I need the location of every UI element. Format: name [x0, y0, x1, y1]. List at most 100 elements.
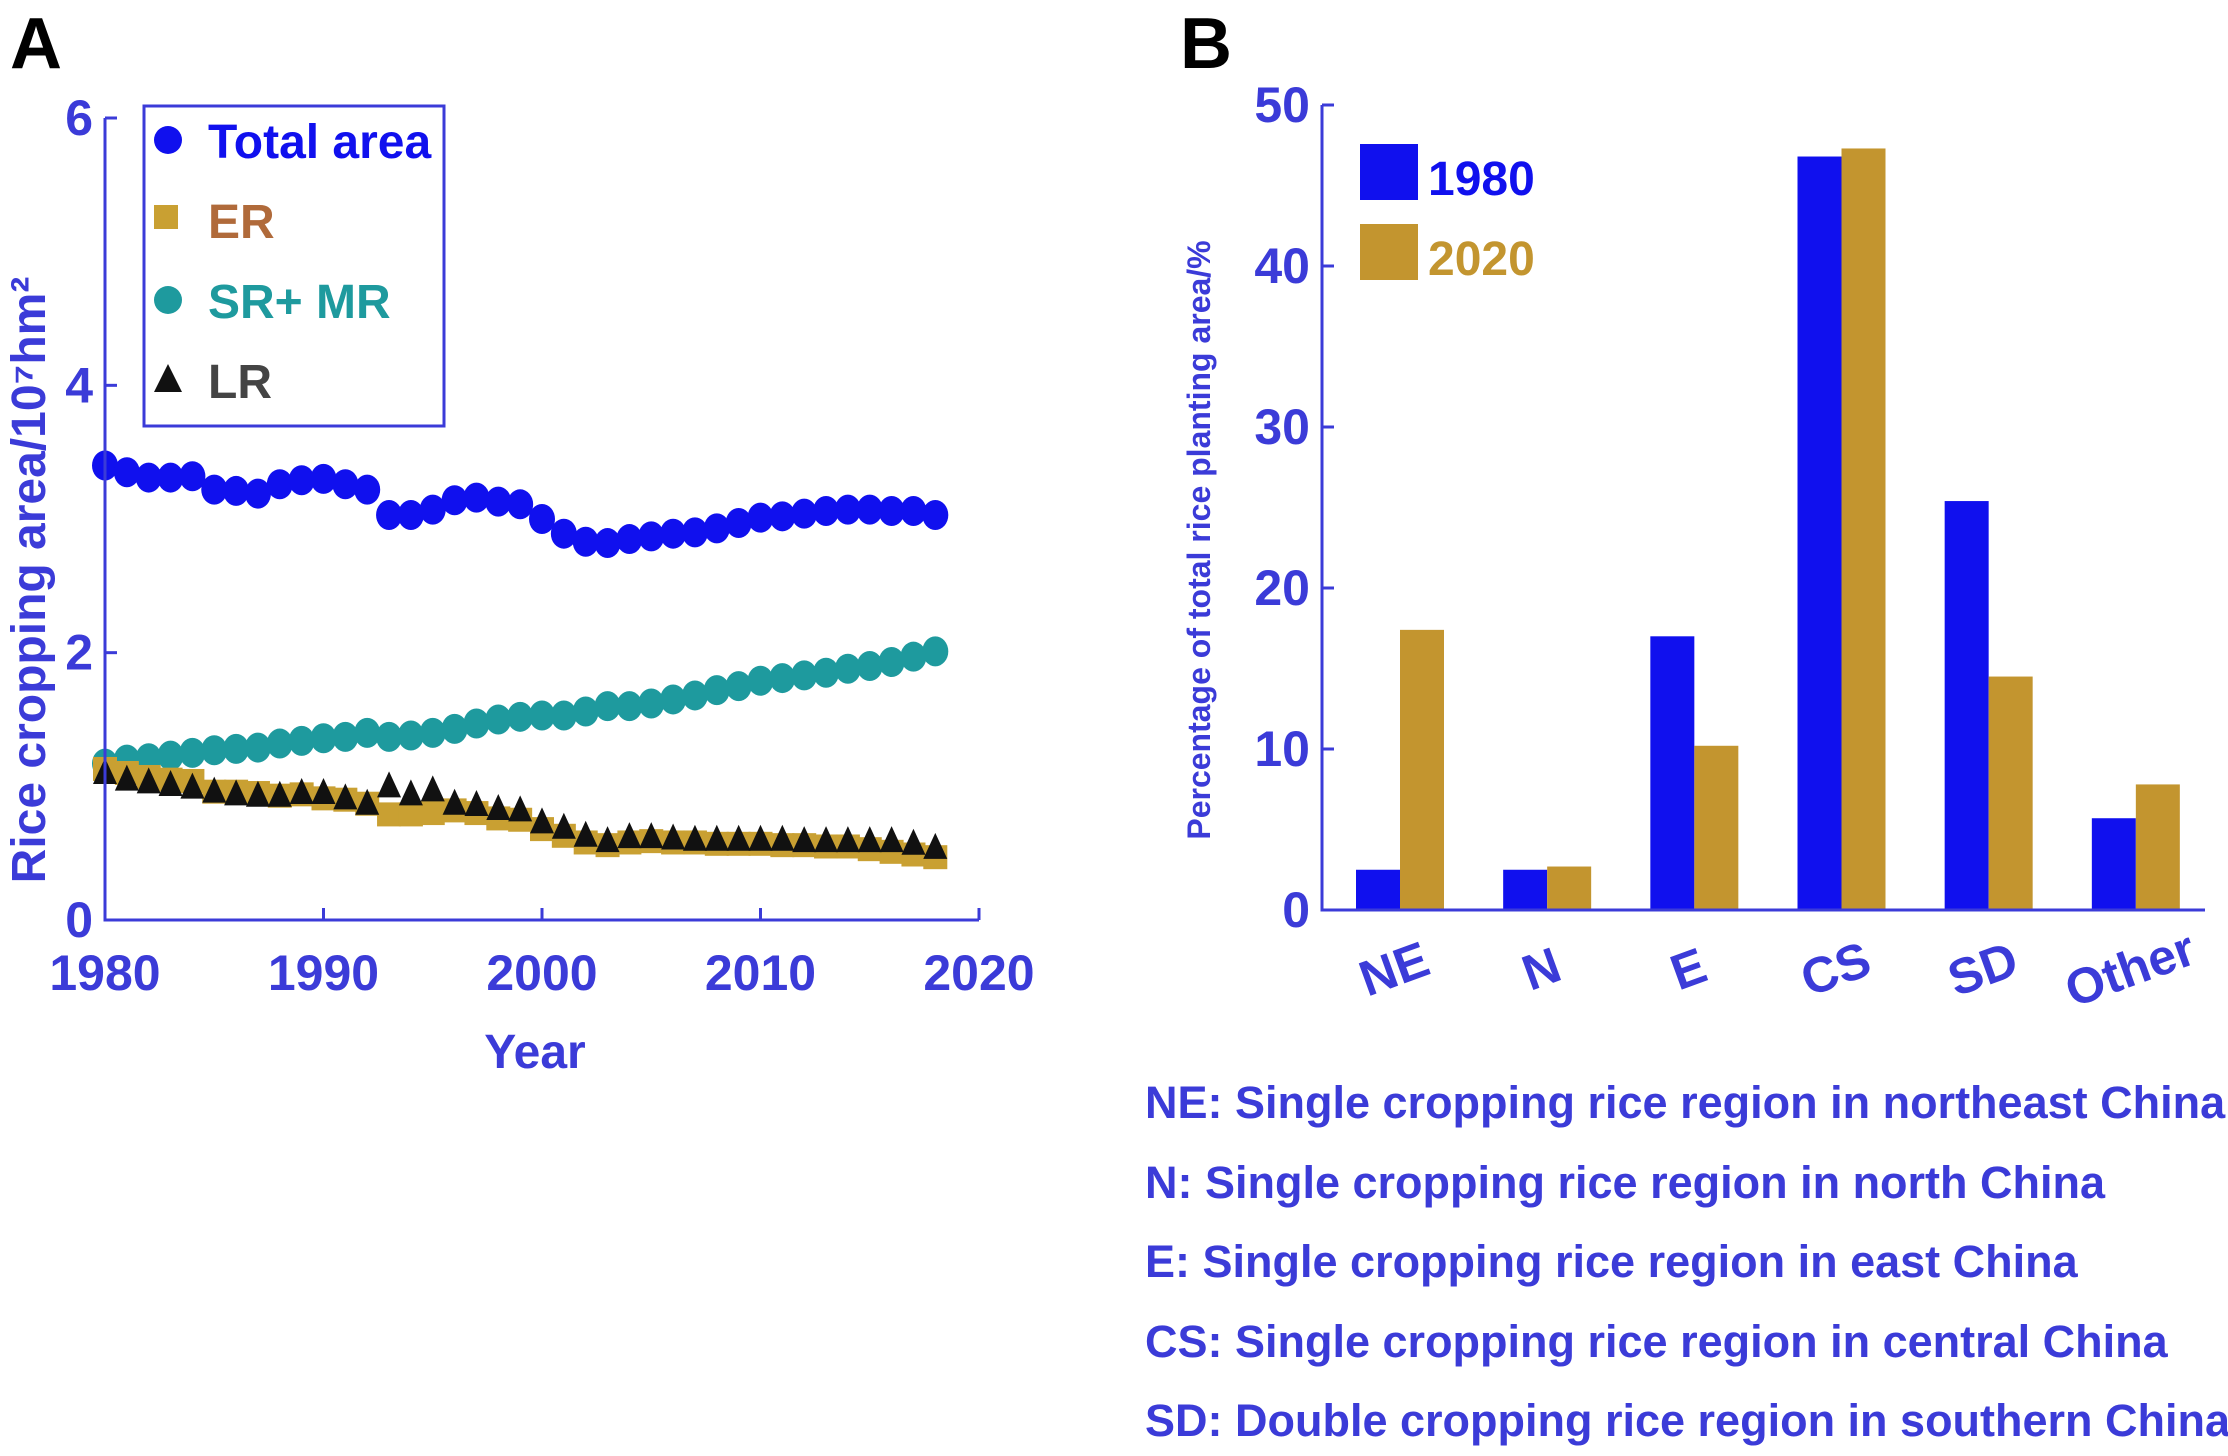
point-lr: [289, 778, 314, 805]
point-sr-mr: [463, 708, 490, 739]
chart-a-x-axis-title: Year: [484, 1026, 585, 1079]
point-total: [813, 495, 840, 526]
point-lr: [879, 826, 904, 853]
point-total: [900, 495, 927, 526]
point-sr-mr: [791, 660, 818, 691]
point-sr-mr: [769, 663, 796, 694]
point-sr-mr: [485, 704, 512, 735]
category-label: SD: [1941, 931, 2025, 1007]
point-total: [113, 457, 140, 488]
point-sr-mr: [266, 728, 293, 759]
point-total: [638, 521, 665, 552]
point-lr: [857, 826, 882, 853]
point-sr-mr: [616, 691, 643, 722]
x-tick-label: 1990: [268, 945, 379, 1001]
legend-marker-sr-mr: [154, 286, 182, 314]
point-total: [201, 474, 228, 505]
y-tick-label: 4: [65, 357, 93, 413]
point-sr-mr: [376, 721, 403, 752]
bar-other-1980: [2091, 818, 2136, 910]
x-tick-label: 2010: [705, 945, 816, 1001]
point-total: [397, 499, 424, 530]
point-sr-mr: [244, 732, 271, 763]
point-total: [725, 508, 752, 539]
x-tick-label: 1980: [49, 945, 160, 1001]
point-lr: [901, 828, 926, 855]
point-sr-mr: [397, 720, 424, 751]
panel-label-b: B: [1180, 4, 1232, 84]
legend-marker-lr: [154, 364, 182, 392]
point-total: [572, 526, 599, 557]
y-tick-label: 0: [1282, 882, 1310, 938]
legend-marker-er: [154, 205, 178, 229]
y-tick-label: 40: [1254, 238, 1310, 294]
abbreviation-e: E: Single cropping rice region in east C…: [1145, 1236, 2079, 1287]
point-total: [463, 482, 490, 513]
point-lr: [202, 776, 227, 803]
point-lr: [726, 824, 751, 851]
point-lr: [224, 779, 249, 806]
point-sr-mr: [572, 696, 599, 727]
point-total: [244, 478, 271, 509]
point-lr: [682, 824, 707, 851]
point-sr-mr: [856, 651, 883, 682]
bar-e-2020: [1694, 745, 1739, 910]
point-lr: [639, 822, 664, 849]
point-sr-mr: [419, 717, 446, 748]
point-total: [834, 494, 861, 525]
x-tick-label: 2020: [923, 945, 1034, 1001]
point-lr: [595, 826, 620, 853]
y-tick-label: 20: [1254, 560, 1310, 616]
abbreviation-cs: CS: Single cropping rice region in centr…: [1145, 1316, 2169, 1367]
legend-label-2020: 2020: [1428, 233, 1535, 286]
point-total: [507, 489, 534, 520]
point-total: [769, 501, 796, 532]
legend-marker-total: [154, 126, 182, 154]
point-lr: [114, 764, 139, 791]
chart-a-legend: Total area ER SR+ MR LR: [142, 104, 446, 428]
scatter-marks: [92, 450, 949, 870]
chart-b-axes: [1320, 105, 2205, 912]
bar-ne-1980: [1356, 869, 1400, 910]
point-sr-mr: [529, 700, 555, 731]
point-lr: [158, 769, 183, 796]
point-sr-mr: [725, 671, 752, 702]
bar-n-2020: [1547, 866, 1592, 910]
chart-b-ticks: 0 10 20 30 40 50: [1254, 77, 1334, 938]
point-total: [419, 494, 446, 525]
point-er: [398, 802, 423, 827]
point-lr: [508, 795, 533, 822]
point-total: [485, 486, 512, 517]
point-lr: [770, 824, 795, 851]
chart-b-legend: 1980 2020: [1360, 144, 1535, 286]
y-tick-label: 50: [1254, 77, 1310, 133]
y-tick-label: 30: [1254, 399, 1310, 455]
y-tick-label: 0: [65, 892, 93, 948]
category-label: E: [1663, 937, 1714, 1001]
chart-b-y-axis-title: Percentage of total rice planting area/%: [1181, 240, 1217, 839]
point-lr: [486, 794, 511, 821]
point-sr-mr: [703, 675, 730, 706]
bar-n-1980: [1503, 869, 1548, 910]
point-lr: [748, 824, 773, 851]
legend-box: [142, 104, 446, 428]
point-sr-mr: [550, 700, 577, 731]
point-total: [223, 475, 250, 506]
legend-label-lr: LR: [208, 356, 272, 409]
abbreviation-n: N: Single cropping rice region in north …: [1145, 1157, 2106, 1208]
point-total: [441, 485, 468, 516]
category-label: NE: [1352, 931, 1436, 1007]
series-lr: [93, 757, 948, 859]
series-sr-mr: [92, 636, 949, 779]
bar-other-2020: [2135, 784, 2180, 910]
panel-label-a: A: [10, 4, 62, 84]
bar-sd-2020: [1988, 676, 2033, 910]
point-lr: [442, 788, 467, 815]
point-er: [420, 801, 445, 826]
point-sr-mr: [223, 733, 250, 764]
point-lr: [661, 823, 686, 850]
point-total: [157, 462, 184, 493]
